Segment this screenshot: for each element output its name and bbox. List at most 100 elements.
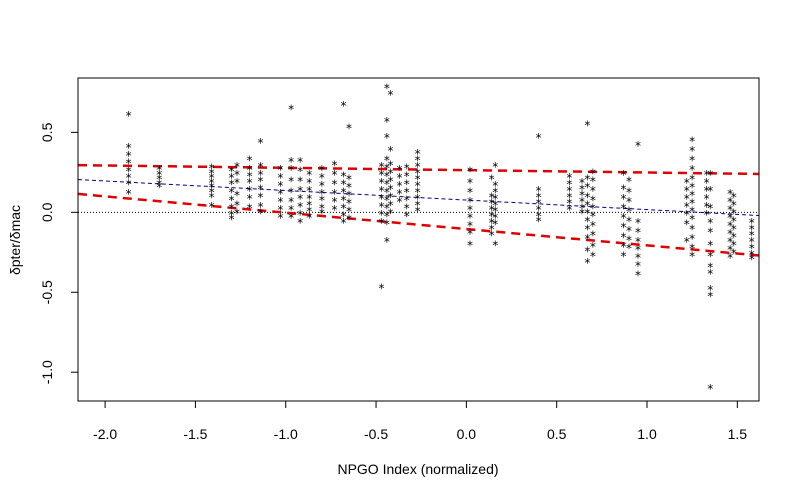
data-point: * — [297, 216, 303, 230]
data-point: * — [341, 210, 347, 224]
data-point: * — [397, 187, 403, 201]
data-point: * — [626, 224, 632, 238]
data-point: * — [684, 235, 690, 249]
data-point: * — [689, 249, 695, 263]
data-point: * — [579, 182, 585, 196]
data-point: * — [727, 211, 733, 225]
data-point: * — [727, 227, 733, 241]
data-point: * — [635, 243, 641, 257]
data-point: * — [590, 174, 596, 188]
data-point: * — [404, 178, 410, 192]
data-point: * — [297, 155, 303, 169]
data-point: * — [626, 195, 632, 209]
data-point: * — [229, 208, 235, 222]
data-point: * — [584, 190, 590, 204]
data-point: * — [684, 192, 690, 206]
data-point: * — [397, 179, 403, 193]
data-point: * — [689, 154, 695, 168]
data-point: * — [306, 192, 312, 206]
data-point: * — [257, 136, 263, 150]
data-point: * — [566, 184, 572, 198]
x-tick-label: 0.5 — [547, 426, 567, 442]
data-point: * — [731, 238, 737, 252]
data-point: * — [404, 170, 410, 184]
data-point: * — [492, 160, 498, 174]
data-point: * — [234, 176, 240, 190]
data-point: * — [209, 181, 215, 195]
data-point: * — [288, 155, 294, 169]
data-point: * — [731, 206, 737, 220]
data-point: * — [229, 171, 235, 185]
data-point: * — [247, 202, 253, 216]
data-point: * — [731, 246, 737, 260]
data-point: * — [626, 234, 632, 248]
data-point: * — [257, 200, 263, 214]
data-point: * — [492, 218, 498, 232]
data-point: * — [319, 194, 325, 208]
data-point: * — [415, 154, 421, 168]
data-point: * — [536, 210, 542, 224]
data-point: * — [234, 206, 240, 220]
data-point: * — [590, 219, 596, 233]
data-point: * — [467, 176, 473, 190]
data-point: * — [156, 181, 162, 195]
data-point: * — [319, 187, 325, 201]
data-point: * — [277, 179, 283, 193]
data-point: * — [584, 245, 590, 259]
data-point: * — [378, 160, 384, 174]
data-point: * — [319, 202, 325, 216]
data-point: * — [584, 222, 590, 236]
data-point: * — [388, 158, 394, 172]
data-point: * — [378, 216, 384, 230]
data-point: * — [234, 160, 240, 174]
data-point: * — [229, 213, 235, 227]
data-point: * — [635, 259, 641, 273]
data-point: * — [257, 182, 263, 196]
data-point: * — [467, 203, 473, 217]
data-point: * — [209, 186, 215, 200]
data-point: * — [346, 213, 352, 227]
data-point: * — [384, 186, 390, 200]
data-point: * — [404, 194, 410, 208]
data-point: * — [297, 208, 303, 222]
data-point: * — [467, 165, 473, 179]
data-point: * — [749, 253, 755, 267]
data-point: * — [404, 162, 410, 176]
data-point: * — [277, 195, 283, 209]
y-tick-label: -0.5 — [39, 280, 55, 304]
data-point: * — [332, 168, 338, 182]
data-point: * — [384, 115, 390, 129]
data-point: * — [727, 187, 733, 201]
data-point: * — [707, 289, 713, 303]
data-point: * — [492, 179, 498, 193]
data-point: * — [621, 249, 627, 263]
data-point: * — [247, 154, 253, 168]
data-point: * — [626, 186, 632, 200]
data-point: * — [415, 186, 421, 200]
data-point: * — [415, 173, 421, 187]
data-point: * — [156, 178, 162, 192]
data-point: * — [229, 165, 235, 179]
data-point: * — [415, 198, 421, 212]
data-point: * — [234, 198, 240, 212]
x-tick-label: 1.5 — [728, 426, 748, 442]
data-point: * — [584, 214, 590, 228]
data-point: * — [341, 170, 347, 184]
data-point: * — [341, 216, 347, 230]
data-point: * — [341, 186, 347, 200]
data-point: * — [635, 139, 641, 153]
data-point: * — [727, 235, 733, 249]
data-point: * — [731, 214, 737, 228]
data-point: * — [536, 197, 542, 211]
data-point: * — [727, 251, 733, 265]
data-point: * — [346, 197, 352, 211]
data-point: * — [297, 165, 303, 179]
data-point: * — [319, 179, 325, 193]
data-point: * — [621, 221, 627, 235]
data-point: * — [579, 206, 585, 220]
data-point: * — [626, 241, 632, 255]
data-point: * — [727, 219, 733, 233]
data-point: * — [492, 238, 498, 252]
data-point: * — [415, 166, 421, 180]
